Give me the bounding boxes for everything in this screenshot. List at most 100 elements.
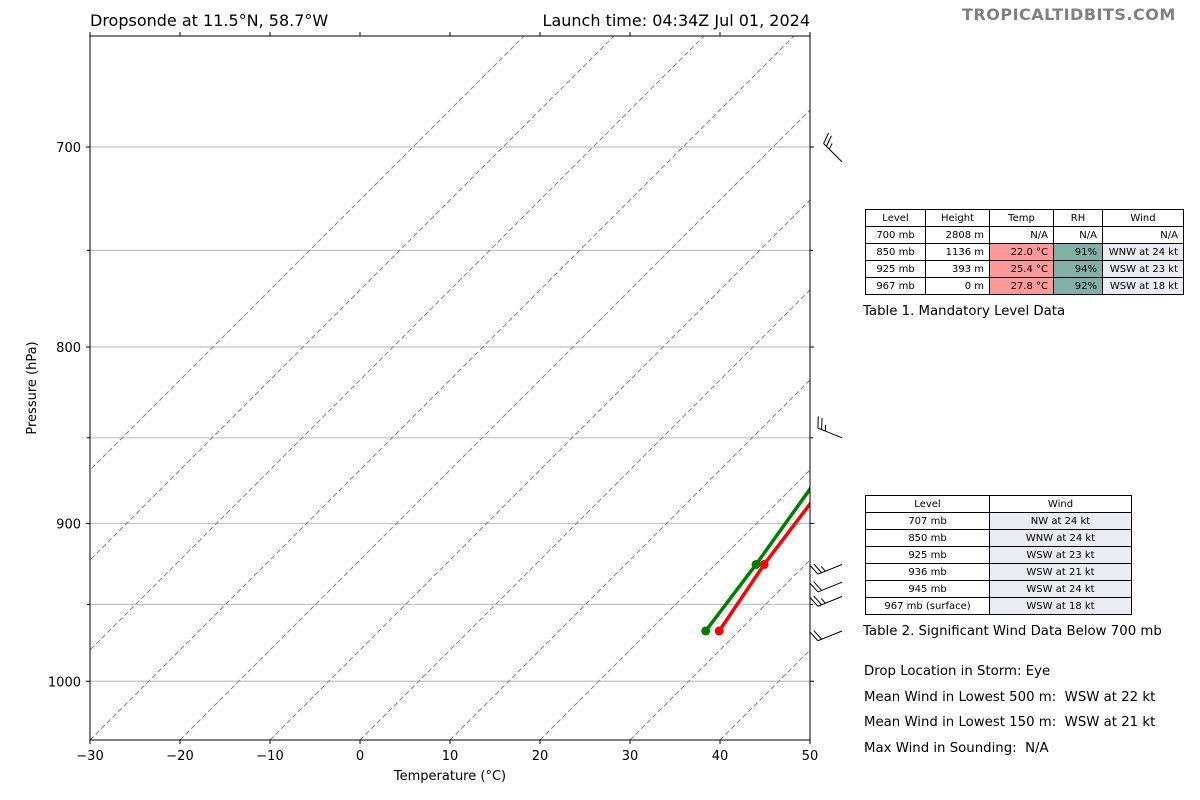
wind-barb <box>809 563 843 575</box>
table-cell: 925 mb <box>865 546 990 564</box>
isotherm--60 <box>90 36 525 471</box>
table-header-cell: Wind <box>1102 209 1184 227</box>
x-tick-label: −20 <box>166 749 193 764</box>
max-wind-text: Max Wind in Sounding: N/A <box>864 741 1049 756</box>
barb-half-feather <box>820 566 826 572</box>
wind-barb <box>809 581 843 593</box>
table-cell: N/A <box>989 226 1054 244</box>
y-tick-label: 900 <box>56 517 81 532</box>
y-axis-label: Pressure (hPa) <box>25 341 40 434</box>
x-axis-ticks: −30 −20 −10 0 10 20 30 40 50 <box>76 32 818 764</box>
isotherm-0 <box>359 289 810 740</box>
y-axis-ticks: 700 800 900 1000 <box>48 141 814 690</box>
table-header-cell: Level <box>865 495 990 513</box>
x-tick-label: 30 <box>622 749 639 764</box>
barb-feather <box>813 595 822 606</box>
chart-title-left: Dropsonde at 11.5°N, 58.7°W <box>90 11 328 30</box>
isotherm--10 <box>269 199 810 740</box>
table-row: 967 mb (surface) WSW at 18 kt <box>865 597 1132 615</box>
series-1-line <box>704 486 810 633</box>
x-tick-label: 10 <box>442 749 459 764</box>
table-cell: WSW at 18 kt <box>1102 277 1184 295</box>
pressure-gridlines <box>90 146 810 682</box>
skewed-isotherms <box>90 36 810 740</box>
barb-feather <box>823 132 830 144</box>
table-cell: NW at 24 kt <box>989 512 1132 530</box>
table-cell: 2808 m <box>925 226 990 244</box>
y-tick-label: 1000 <box>48 675 81 690</box>
table-header-cell: Height <box>925 209 990 227</box>
table-cell: 92% <box>1053 277 1103 295</box>
wind-barb <box>823 132 843 163</box>
table-cell: WNW at 24 kt <box>1102 243 1184 261</box>
x-tick-label: 50 <box>802 749 819 764</box>
series-1-point <box>751 559 761 569</box>
wind-barb <box>809 595 843 607</box>
table-cell: 967 mb <box>865 277 926 295</box>
barb-feather <box>809 597 819 607</box>
barb-feather <box>809 565 819 575</box>
barb-staff <box>817 427 843 439</box>
significant-wind-table: Level Wind 707 mb NW at 24 kt 850 mb WNW… <box>865 495 1132 615</box>
table-cell: WSW at 18 kt <box>989 597 1132 615</box>
isotherm--40 <box>90 36 705 651</box>
table-row: 707 mb NW at 24 kt <box>865 512 1132 530</box>
barb-half-feather <box>820 598 826 604</box>
series-0-line <box>717 501 810 632</box>
mean-wind-150-text: Mean Wind in Lowest 150 m: WSW at 21 kt <box>864 715 1156 730</box>
table-cell: 393 m <box>925 260 990 278</box>
table-cell: 94% <box>1053 260 1103 278</box>
barb-feather <box>809 582 819 593</box>
table-cell: 707 mb <box>865 512 990 530</box>
x-tick-label: −10 <box>256 749 283 764</box>
x-tick-label: 20 <box>532 749 549 764</box>
wind-barb <box>809 630 843 642</box>
series-0-point <box>1092 172 1101 181</box>
table-cell: 700 mb <box>865 226 926 244</box>
y-tick-label: 800 <box>56 341 81 356</box>
series-0-point <box>759 559 769 569</box>
table-header-cell: Level <box>865 209 926 227</box>
table-cell: WSW at 23 kt <box>1102 260 1184 278</box>
x-tick-label: 0 <box>356 749 364 764</box>
table-cell: WSW at 24 kt <box>989 580 1132 598</box>
wind-barbs <box>809 132 843 642</box>
table-row: 967 mb 0 m 27.8 °C 92% WSW at 18 kt <box>865 277 1184 295</box>
mandatory-level-table: Level Height Temp RH Wind 700 mb 2808 m … <box>865 209 1184 295</box>
mean-wind-500-text: Mean Wind in Lowest 500 m: WSW at 22 kt <box>864 690 1156 705</box>
series-1-point <box>701 626 711 636</box>
series-1-point <box>1084 172 1093 181</box>
table-row: 850 mb 1136 m 22.0 °C 91% WNW at 24 kt <box>865 243 1184 261</box>
watermark: TROPICALTIDBITS.COM <box>962 5 1176 24</box>
table-cell: 936 mb <box>865 563 990 581</box>
table-cell: WSW at 21 kt <box>989 563 1132 581</box>
table-cell: 25.4 °C <box>989 260 1054 278</box>
barb-staff <box>817 596 843 607</box>
table-cell: 22.0 °C <box>989 243 1054 261</box>
x-tick-label: −30 <box>76 749 103 764</box>
table-cell: WNW at 24 kt <box>989 529 1132 547</box>
series-0-point <box>714 626 724 636</box>
table-row: 945 mb WSW at 24 kt <box>865 580 1132 598</box>
table-header-cell: RH <box>1053 209 1103 227</box>
barb-feather <box>813 581 822 591</box>
isotherm--20 <box>179 109 810 740</box>
table-cell: 925 mb <box>865 260 926 278</box>
table-cell: N/A <box>1102 226 1184 244</box>
isotherm--30 <box>90 36 795 740</box>
table-cell: 850 mb <box>865 529 990 547</box>
table-row: 925 mb 393 m 25.4 °C 94% WSW at 23 kt <box>865 260 1184 278</box>
drop-location-text: Drop Location in Storm: Eye <box>864 664 1051 679</box>
table-cell: 945 mb <box>865 580 990 598</box>
barb-feather <box>813 630 822 640</box>
table-header-cell: Wind <box>989 495 1132 513</box>
barb-half-feather <box>828 143 833 150</box>
table-cell: N/A <box>1053 226 1103 244</box>
barb-staff <box>817 564 843 575</box>
table-row: 925 mb WSW at 23 kt <box>865 546 1132 564</box>
table-cell: 91% <box>1053 243 1103 261</box>
barb-staff <box>817 630 843 642</box>
table-header-row: Level Height Temp RH Wind <box>865 209 1184 227</box>
x-tick-label: 40 <box>712 749 729 764</box>
